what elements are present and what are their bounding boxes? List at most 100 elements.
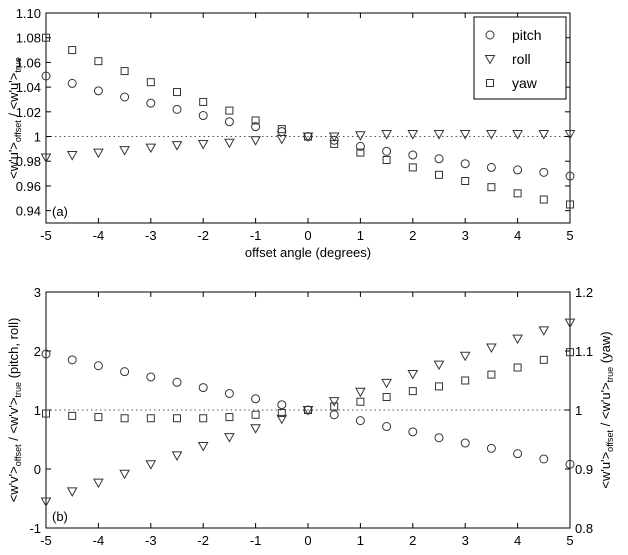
y-tick-label: 1.06 [16,55,41,70]
yaw-point [513,363,522,372]
pitch-point [486,162,496,172]
pitch-point [172,377,182,387]
series-roll [40,318,576,507]
series-yaw [42,348,574,423]
roll-point [250,424,261,434]
roll-point [197,441,209,452]
pitch-point [120,92,130,102]
roll-point [512,334,523,345]
x-tick-label: -1 [250,533,262,548]
x-tick-label: -4 [93,533,105,548]
yaw-point [461,177,470,185]
x-tick-label: 2 [409,228,416,243]
roll-point [433,130,445,140]
roll-point [355,387,366,398]
roll-point [459,130,471,140]
yaw-point [304,406,312,414]
yaw-point [68,411,77,420]
y-tick-label: -1 [29,521,41,536]
roll-point [171,141,183,151]
x-axis-label: offset angle (degrees) [245,245,371,260]
yaw-point [277,125,286,134]
pitch-point [382,146,392,156]
roll-point [66,487,78,497]
yaw-point [330,139,339,148]
roll-point [538,130,550,140]
x-tick-label: 0 [304,533,311,548]
pitch-point [146,372,156,382]
x-tick-label: 3 [462,533,469,548]
pitch-point [120,367,130,377]
yaw-point [199,414,208,423]
x-tick-label: -5 [40,228,52,243]
yaw-point [251,116,260,125]
x-tick-label: -5 [40,533,52,548]
yaw-point [382,393,391,402]
roll-point [564,318,576,329]
roll-point [276,135,288,145]
roll-point [119,469,130,480]
x-tick-label: 1 [357,533,364,548]
chart-panel-a: -5 -4 -3 -2 -1 0 1 2 3 4 5 0.94 0.96 0.98 1 1.02 1.04 1.0… [6,6,576,260]
y-tick-label: 0.94 [16,204,41,219]
pitch-point [408,427,418,437]
legend-marker-yaw [486,79,494,87]
y-tick-label: 0.98 [16,154,41,169]
roll-point [564,130,576,140]
yaw-point [94,57,103,66]
legend-marker-pitch [485,30,495,40]
roll-point [433,360,445,371]
pitch-point [408,150,418,160]
yaw-point [487,370,496,379]
yaw-point [487,183,496,192]
y2-tick-label: 1.2 [575,285,593,300]
roll-point [512,130,523,140]
pitch-point [355,416,365,426]
y-tick-label: 2 [34,344,41,359]
x-tick-label: 5 [566,228,573,243]
pitch-point [93,361,103,371]
pitch-point [355,141,365,151]
pitch-point [565,459,575,469]
pitch-point [93,86,103,96]
pitch-point [277,127,287,137]
yaw-point [225,106,234,115]
x-tick-label: 3 [462,228,469,243]
y-tick-label: 1.10 [16,6,41,21]
yaw-point [566,348,574,357]
yaw-point [461,376,470,385]
yaw-point [304,132,312,141]
x-tick-label: -3 [145,533,157,548]
roll-point [40,497,52,507]
pitch-point [434,433,444,443]
x-tick-label: -3 [145,228,157,243]
pitch-point [565,171,575,181]
pitch-point [198,383,208,393]
roll-point [145,460,157,470]
y-axis-label: <w'v'>offset / <w'v'>true (pitch, roll) [6,318,23,503]
yaw-point [539,355,548,364]
yaw-point [356,148,365,157]
pitch-point [539,167,549,177]
roll-point [145,143,157,154]
pitch-point [513,449,523,459]
x-tick-label: 4 [514,533,521,548]
y-axis-label: <w'u'>offset / <w'u'>true [6,57,23,179]
y-tick-label: 0 [34,462,41,477]
yaw-point [356,397,365,406]
pitch-point [513,165,523,175]
pitch-point [146,98,156,108]
pitch-point [224,388,234,398]
x-tick-label: 2 [409,533,416,548]
roll-point [171,451,183,461]
y-tick-label: 1.02 [16,105,41,120]
yaw-point [42,409,50,418]
y2-tick-label: 1 [575,403,582,418]
x-tick-label: 0 [304,228,311,243]
roll-point [276,414,288,425]
yaw-point [408,163,417,172]
pitch-point [382,422,392,432]
roll-point [250,136,261,146]
legend-label-roll: roll [512,51,531,67]
